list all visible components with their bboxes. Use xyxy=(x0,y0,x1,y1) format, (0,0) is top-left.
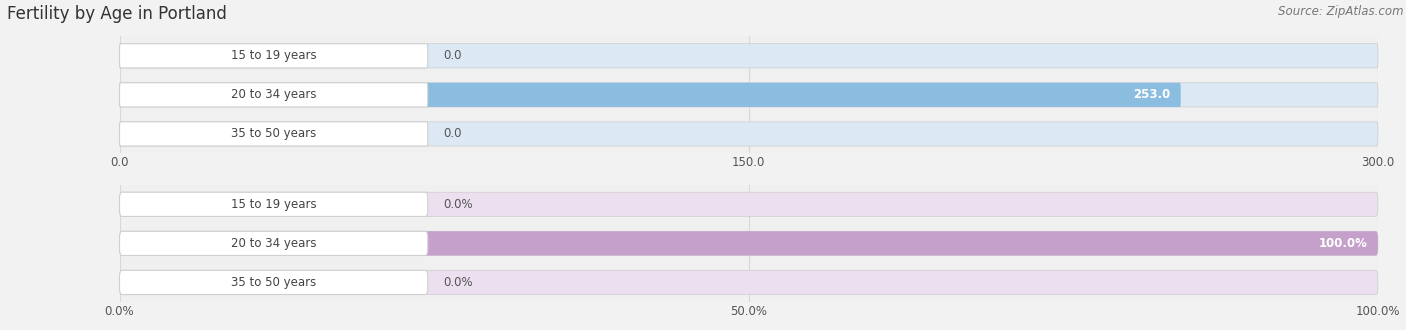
Text: 20 to 34 years: 20 to 34 years xyxy=(231,237,316,250)
FancyBboxPatch shape xyxy=(120,122,427,146)
FancyBboxPatch shape xyxy=(120,192,1378,216)
Text: 35 to 50 years: 35 to 50 years xyxy=(231,127,316,141)
Text: 20 to 34 years: 20 to 34 years xyxy=(231,88,316,101)
FancyBboxPatch shape xyxy=(120,231,427,255)
FancyBboxPatch shape xyxy=(120,231,1378,255)
Text: Fertility by Age in Portland: Fertility by Age in Portland xyxy=(7,5,226,23)
Text: 253.0: 253.0 xyxy=(1133,88,1171,101)
FancyBboxPatch shape xyxy=(120,231,1378,255)
FancyBboxPatch shape xyxy=(120,83,1181,107)
Text: 0.0%: 0.0% xyxy=(443,198,472,211)
Text: 100.0%: 100.0% xyxy=(1319,237,1368,250)
Text: 0.0: 0.0 xyxy=(443,49,461,62)
FancyBboxPatch shape xyxy=(120,44,1378,68)
Text: Source: ZipAtlas.com: Source: ZipAtlas.com xyxy=(1278,5,1403,18)
FancyBboxPatch shape xyxy=(120,83,1378,107)
FancyBboxPatch shape xyxy=(120,83,427,107)
Text: 0.0: 0.0 xyxy=(443,127,461,141)
Text: 0.0%: 0.0% xyxy=(443,276,472,289)
FancyBboxPatch shape xyxy=(120,44,427,68)
Text: 15 to 19 years: 15 to 19 years xyxy=(231,198,316,211)
Text: 15 to 19 years: 15 to 19 years xyxy=(231,49,316,62)
FancyBboxPatch shape xyxy=(120,192,427,216)
Text: 35 to 50 years: 35 to 50 years xyxy=(231,276,316,289)
FancyBboxPatch shape xyxy=(120,270,1378,295)
FancyBboxPatch shape xyxy=(120,270,427,295)
FancyBboxPatch shape xyxy=(120,122,1378,146)
